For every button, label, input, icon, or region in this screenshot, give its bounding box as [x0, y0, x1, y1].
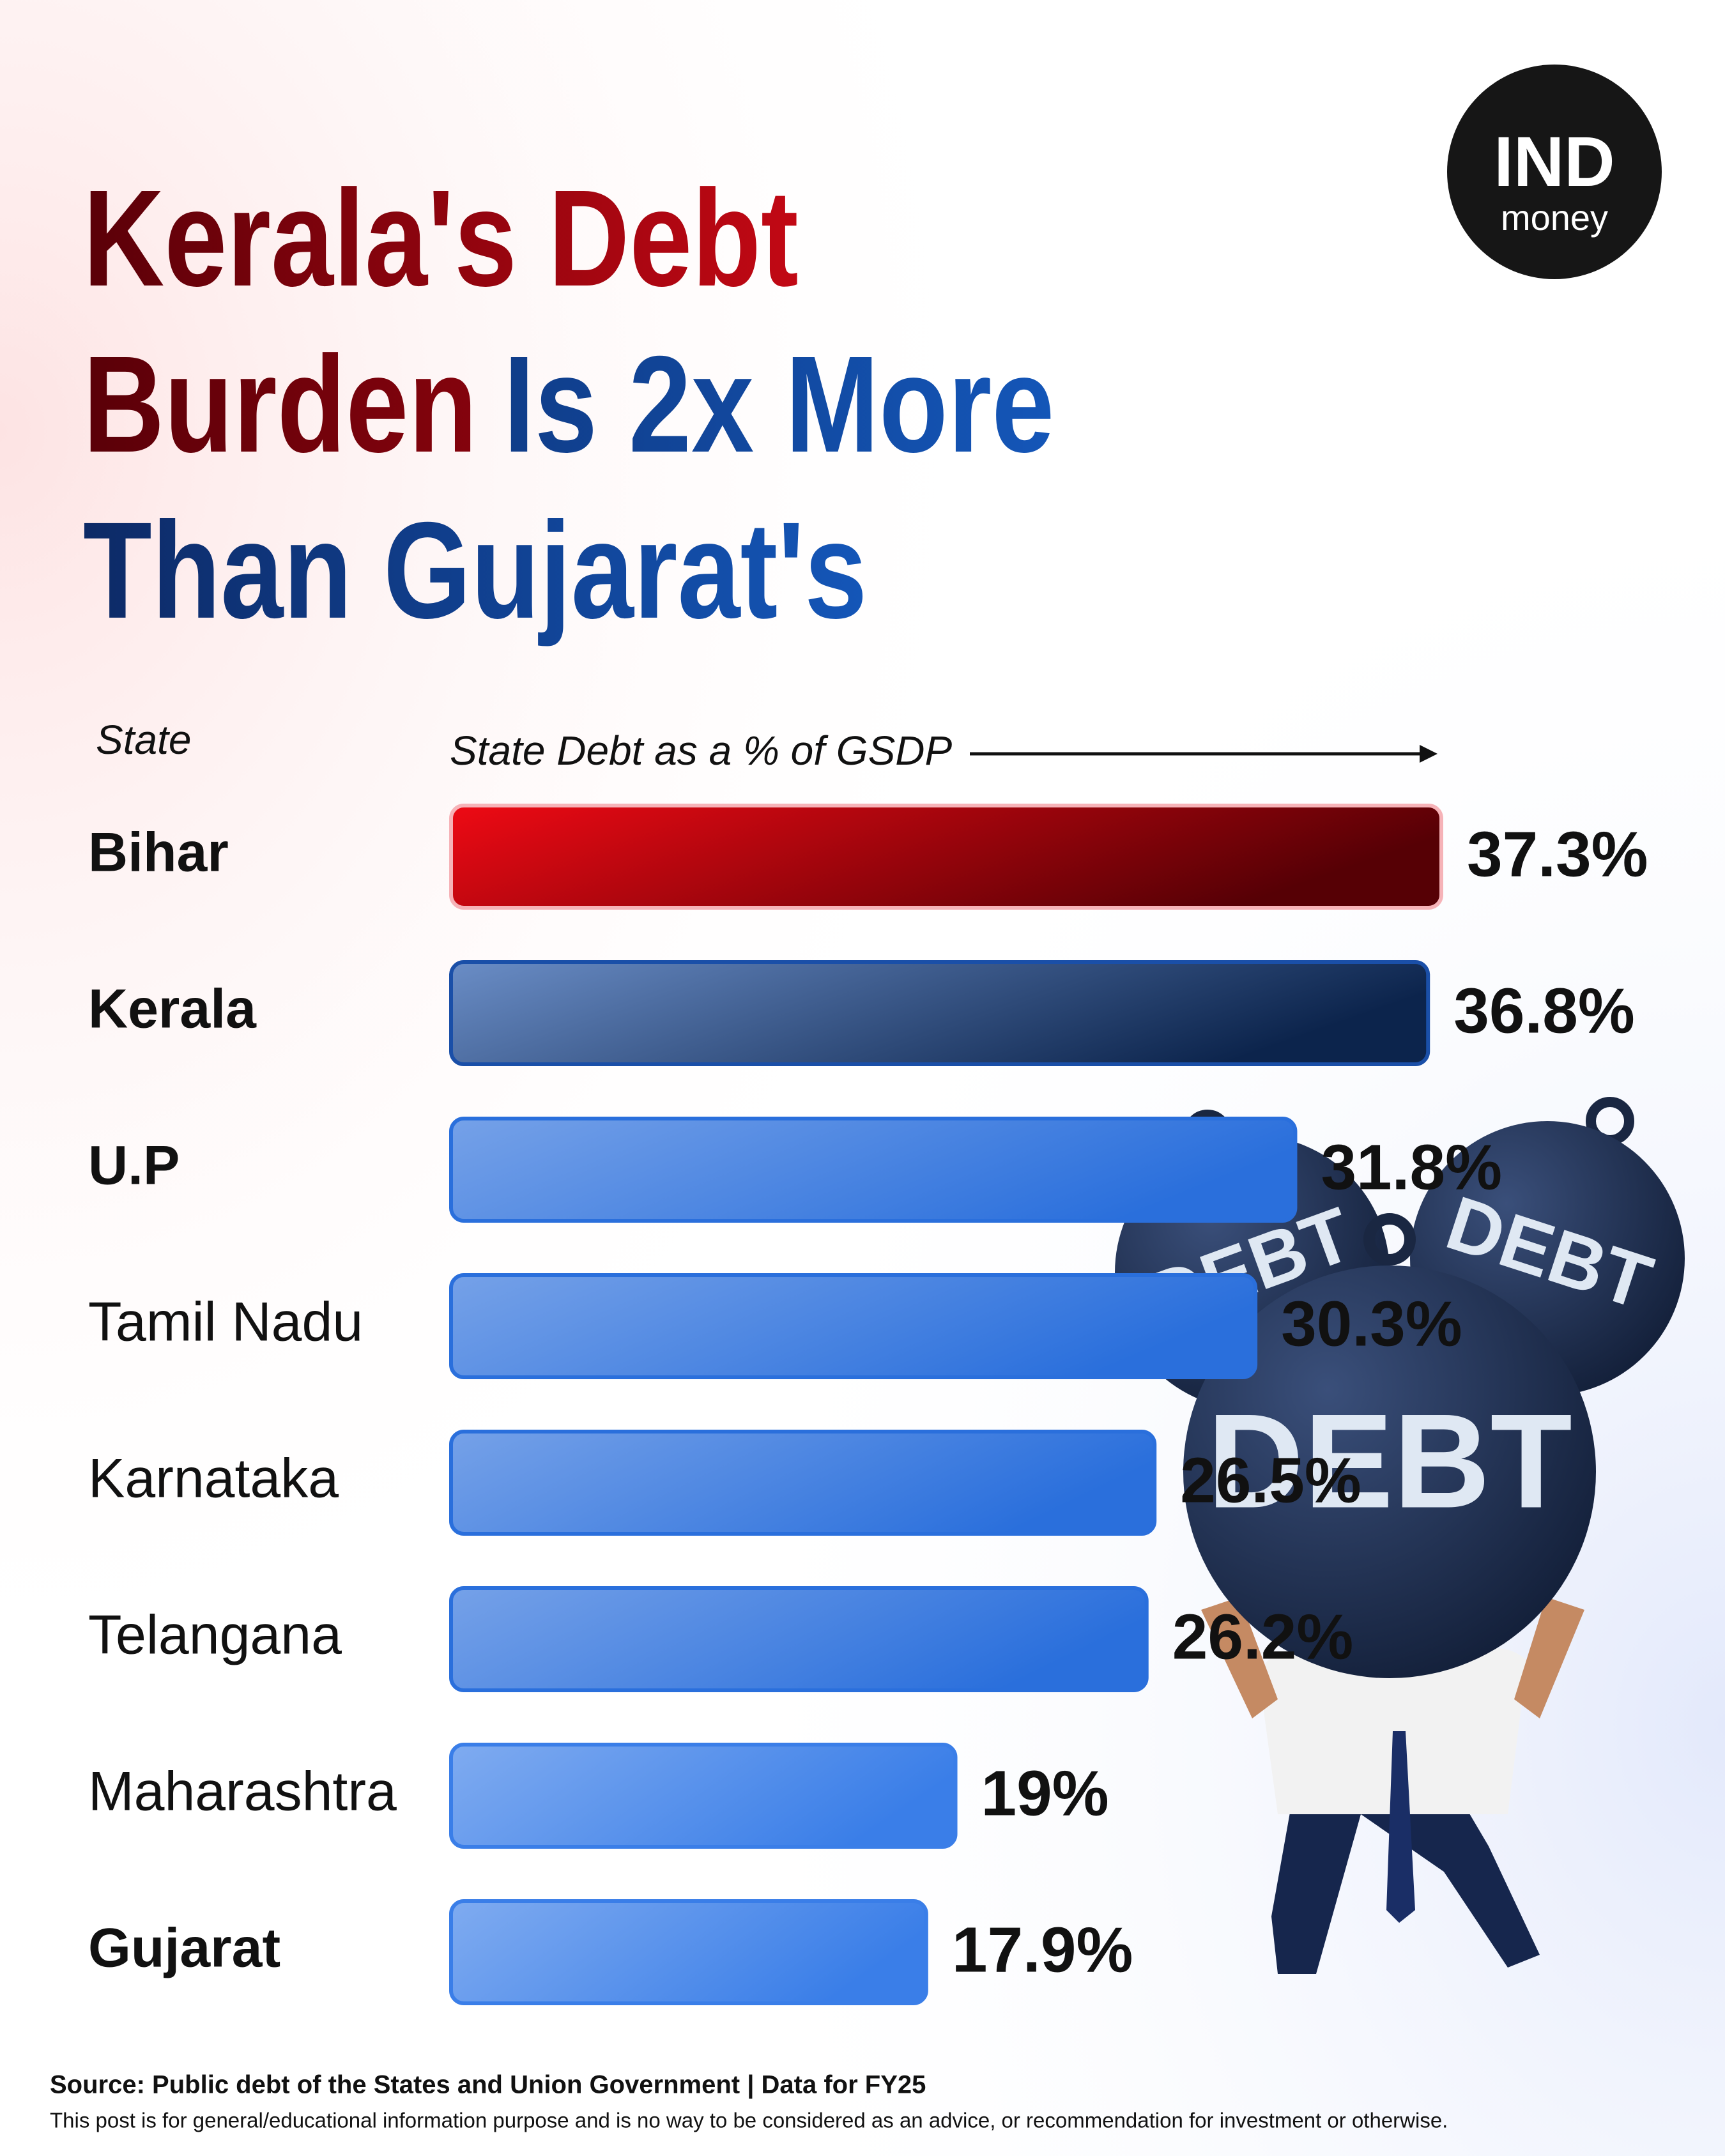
arrow-head — [1420, 745, 1438, 763]
title-segment: Is 2x More — [503, 327, 1054, 481]
title-segment: Than Gujarat's — [83, 493, 867, 647]
value-label: 37.3% — [1467, 818, 1648, 890]
bar — [449, 1743, 958, 1849]
title-line: Than Gujarat's — [83, 493, 867, 647]
logo — [1447, 65, 1662, 279]
bar — [449, 804, 1443, 910]
value-label: 31.8% — [1321, 1131, 1502, 1203]
disclaimer: This post is for general/educational inf… — [50, 2109, 1448, 2132]
bar — [449, 1586, 1149, 1692]
category-label: Gujarat — [88, 1918, 280, 1979]
logo-text: IND — [1494, 123, 1614, 201]
title-segment: Burden — [83, 327, 477, 481]
source: Source: Public debt of the States and Un… — [50, 2071, 926, 2099]
category-label: U.P — [88, 1135, 180, 1197]
bar — [449, 1273, 1258, 1379]
ball-label: DEBT — [1207, 1386, 1572, 1536]
bar — [449, 1117, 1298, 1223]
value-label: 26.2% — [1172, 1601, 1354, 1672]
title-segment: Kerala's Debt — [83, 161, 799, 315]
value-label: 19% — [981, 1757, 1109, 1829]
bar — [449, 960, 1430, 1066]
value-label: 36.8% — [1453, 975, 1635, 1046]
category-label: Karnataka — [88, 1448, 339, 1510]
category-label: Maharashtra — [88, 1761, 397, 1823]
row-header: State — [96, 717, 191, 763]
bar-chart: Bihar 37.3% Kerala 36.8% U.P 31.8% Tamil Nadu 3… — [88, 804, 1648, 2005]
category-label: Telangana — [88, 1605, 342, 1666]
category-label: Kerala — [88, 979, 257, 1040]
value-label: 17.9% — [952, 1914, 1133, 1985]
value-label: 30.3% — [1281, 1288, 1462, 1359]
title-line: Kerala's Debt — [83, 161, 799, 315]
title-line: Burden Is 2x More — [83, 327, 1054, 481]
bar — [449, 1899, 928, 2005]
bar — [449, 1430, 1157, 1536]
value-label: 26.5% — [1180, 1444, 1361, 1516]
category-label: Tamil Nadu — [88, 1292, 363, 1353]
category-label: Bihar — [88, 822, 229, 883]
logo-text: money — [1501, 197, 1608, 238]
value-header: State Debt as a % of GSDP — [450, 728, 952, 774]
